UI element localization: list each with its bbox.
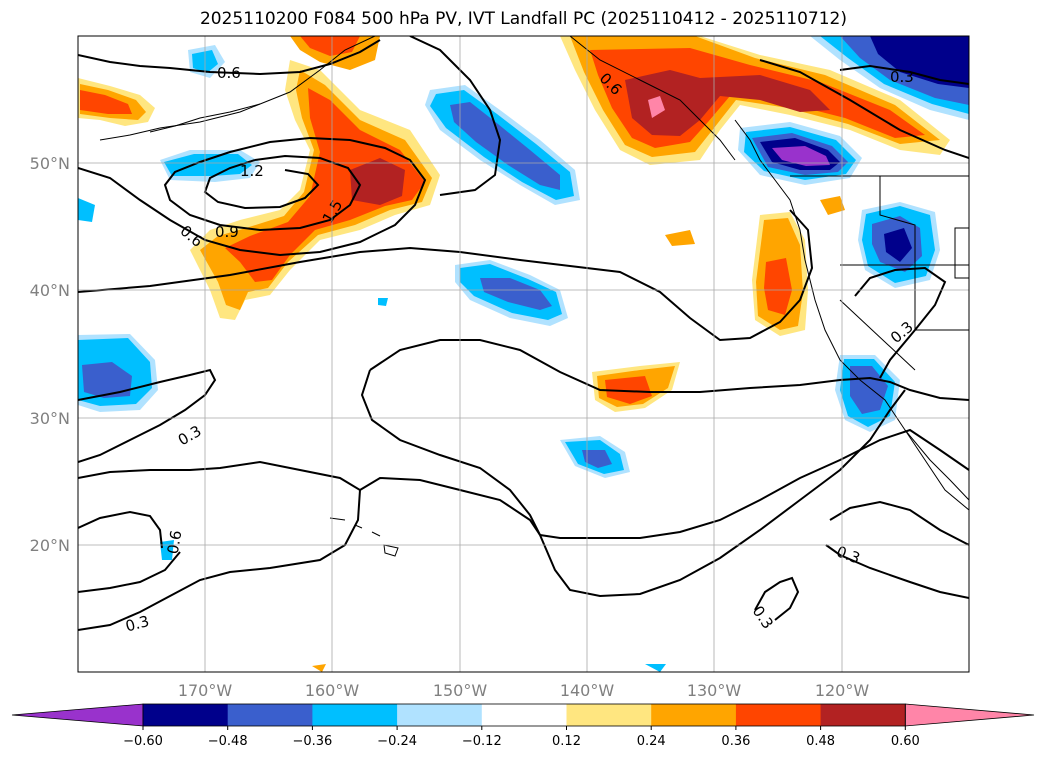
colorbar-tick-label: 0.24 [637,734,666,749]
colorbar-outline [142,703,906,727]
alaska-panhandle [569,36,736,161]
lon-label: 140°W [560,681,615,700]
colorbar-bin [481,704,567,726]
contour-line [754,576,800,621]
west-coast [734,119,969,501]
colorbar: −0.60 −0.48 −0.36 −0.24 −0.12 0.12 0.24 0.36 0.4… [11,703,1035,749]
positive-pv-anomalies [78,36,950,672]
lon-label: 170°W [178,681,233,700]
colorbar-tick-label: −0.48 [208,734,248,749]
gridlines [78,36,969,672]
colorbar-tick-label: 0.12 [552,734,581,749]
colorbar-tick-label: −0.60 [123,734,163,749]
longitude-labels: 170°W 160°W 150°W 140°W 130°W 120°W [178,681,870,700]
contour-line [78,460,362,631]
map-area: 0.6 1.2 1.5 0.9 0.6 0.6 0.3 0.3 0.3 0.3 … [78,36,969,672]
aleutians [149,103,261,133]
contour-line [539,428,969,539]
colorbar-bin [227,704,313,726]
state-border-3 [839,299,916,371]
colorbar-tick-label: −0.12 [462,734,502,749]
map-title: 2025110200 F084 500 hPa PV, IVT Landfall… [199,9,847,29]
latitude-labels: 50°N 40°N 30°N 20°N [30,154,70,555]
contour-line [854,266,947,379]
colorbar-tick-label: 0.36 [721,734,750,749]
contour-line [78,137,427,257]
contour-line [78,368,217,463]
colorbar-extend-low [11,703,144,727]
colorbar-bin [312,704,398,726]
lat-label: 50°N [30,154,70,173]
contour-line [78,510,163,549]
contour-label: 0.6 [217,64,241,82]
contour-label: 0.3 [890,68,914,86]
lat-label: 30°N [30,409,70,428]
contour-line [78,209,814,342]
baja [904,429,969,511]
contour-line [78,551,181,593]
contour-line [78,39,381,76]
colorbar-tick-label: 0.48 [806,734,835,749]
contour-line [369,339,969,401]
lat-label: 40°N [30,281,70,300]
contour-line [360,369,541,536]
colorbar-bin [397,704,483,726]
contour-label: 1.2 [240,162,264,180]
contour-line [759,59,969,159]
colorbar-bin [651,704,737,726]
contour-label: 0.6 [164,529,186,556]
contour-label: 0.9 [215,223,239,241]
colorbar-bin [566,704,652,726]
contour-line [839,64,969,85]
contour-line [825,544,969,599]
colorbar-extend-high [904,703,1035,727]
lon-label: 120°W [815,681,870,700]
colorbar-bin [735,704,822,726]
colorbar-tick-label: 0.60 [891,734,920,749]
colorbar-tick-label: −0.24 [377,734,417,749]
hawaii [329,517,399,557]
lat-label: 20°N [30,536,70,555]
contour-label: 0.3 [123,612,151,636]
lon-label: 150°W [433,681,488,700]
ivt-contours [78,36,969,631]
lon-label: 160°W [305,681,360,700]
state-border-4 [954,227,969,279]
map-frame [77,35,970,673]
alaska-coast [99,36,376,141]
contour-line [829,500,969,546]
colorbar-tick-label: −0.36 [292,734,332,749]
negative-pv-anomalies [78,36,969,672]
lon-label: 130°W [687,681,742,700]
coastlines [99,36,969,557]
colorbar-bin [143,704,229,726]
contour-line [409,36,502,196]
contour-line [203,159,320,210]
colorbar-bin [820,704,906,726]
